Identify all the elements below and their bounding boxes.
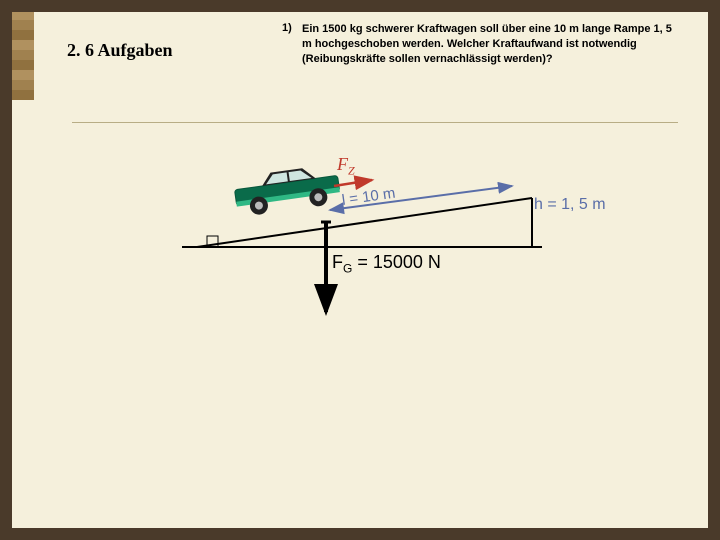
fz-label: FZ <box>337 154 355 179</box>
fz-sub: Z <box>348 164 355 178</box>
question-number: 1) <box>282 22 292 34</box>
question-text: Ein 1500 kg schwerer Kraftwagen soll übe… <box>302 22 678 67</box>
fg-value: = 15000 N <box>352 252 441 272</box>
fg-sub: G <box>343 262 352 276</box>
physics-diagram <box>112 132 632 312</box>
divider <box>72 122 678 123</box>
height-label: h = 1, 5 m <box>534 196 606 214</box>
page: 2. 6 Aufgaben 1) Ein 1500 kg schwerer Kr… <box>10 10 710 530</box>
corner-stripes <box>10 10 34 100</box>
page-title: 2. 6 Aufgaben <box>67 40 173 61</box>
ramp-svg <box>112 132 632 332</box>
fg-label: FG = 15000 N <box>332 252 441 276</box>
fg-letter: F <box>332 252 343 272</box>
fz-letter: F <box>337 154 348 174</box>
car-icon <box>233 163 342 217</box>
fz-arrow <box>334 180 372 186</box>
